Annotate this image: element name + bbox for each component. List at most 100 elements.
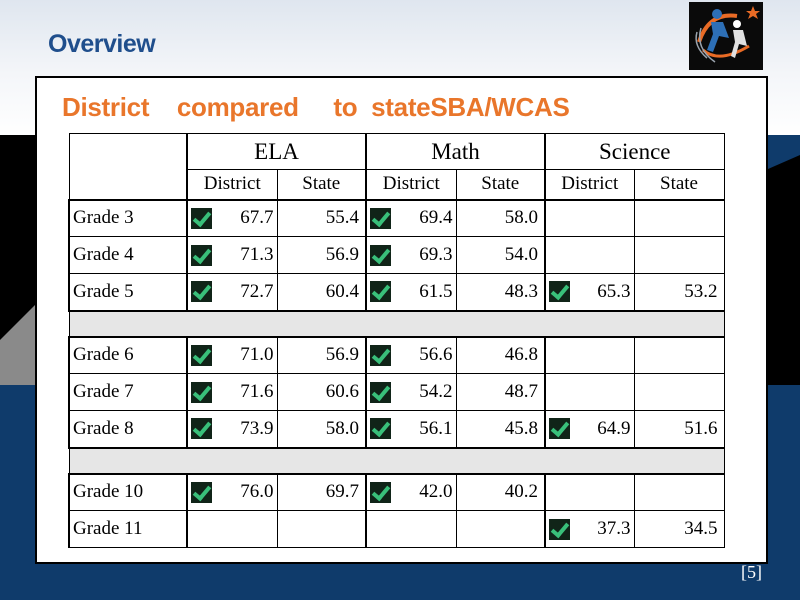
check-icon <box>191 481 212 503</box>
ela-state-value: 56.9 <box>276 335 367 374</box>
table-row: Grade 7 71.6 60.6 54.2 48.7 <box>68 373 725 411</box>
ela-state-value: 60.6 <box>276 373 367 411</box>
grade-label: Grade 8 <box>68 410 188 448</box>
sci-district-cell: 65.3 <box>544 273 635 311</box>
check-icon <box>549 518 570 540</box>
ela-district-cell: 72.7 <box>186 273 278 311</box>
math-state-value: 58.0 <box>455 198 546 237</box>
math-district-value: 61.5 <box>419 280 453 302</box>
ela-district-value: 76.0 <box>240 481 274 503</box>
ela-state-value: 58.0 <box>276 410 367 448</box>
math-district-cell: 56.1 <box>365 410 457 448</box>
check-icon <box>370 344 391 366</box>
column-header-district: District <box>544 169 635 200</box>
table-row: Grade 4 71.3 56.9 69.3 54.0 <box>68 236 725 274</box>
math-district-cell: 61.5 <box>365 273 457 311</box>
sci-district-cell <box>544 335 635 374</box>
check-icon <box>549 418 570 440</box>
separator-cell <box>68 309 725 338</box>
check-icon <box>191 344 212 366</box>
sci-district-value: 64.9 <box>597 417 631 439</box>
math-state-value: 45.8 <box>455 410 546 448</box>
check-icon <box>191 244 212 266</box>
ela-district-value: 67.7 <box>240 207 274 229</box>
ela-district-value: 71.3 <box>240 244 274 265</box>
ela-district-cell: 67.7 <box>186 198 278 237</box>
panel-heading: District compared to stateSBA/WCAS <box>62 92 570 122</box>
sci-state-value <box>633 236 725 274</box>
ela-district-cell: 71.3 <box>186 236 278 274</box>
math-district-value: 69.4 <box>419 207 453 229</box>
math-state-value: 46.8 <box>455 335 546 374</box>
table-row: Grade 5 72.7 60.4 61.5 48.3 65.3 53.2 <box>68 273 725 311</box>
sci-state-value <box>633 472 725 511</box>
ela-district-cell <box>186 510 278 548</box>
ela-district-value: 71.0 <box>240 344 274 366</box>
math-district-value: 54.2 <box>419 381 453 402</box>
sci-state-value: 51.6 <box>633 410 725 448</box>
sci-state-value <box>633 198 725 237</box>
table-row: Grade 8 73.9 58.0 56.1 45.8 64.9 51.6 <box>68 410 725 448</box>
column-header-state: State <box>633 169 725 200</box>
check-icon <box>191 207 212 229</box>
math-district-cell: 56.6 <box>365 335 457 374</box>
math-district-value: 42.0 <box>419 481 453 503</box>
page-number: [5] <box>741 562 762 582</box>
ela-state-value: 69.7 <box>276 472 367 511</box>
district-logo-icon <box>689 2 763 70</box>
check-icon <box>191 281 212 303</box>
sci-district-cell: 64.9 <box>544 410 635 448</box>
check-icon <box>370 418 391 440</box>
ela-district-cell: 71.0 <box>186 335 278 374</box>
ela-district-value: 71.6 <box>240 381 274 402</box>
grade-label: Grade 4 <box>68 236 188 274</box>
sci-district-cell <box>544 198 635 237</box>
sci-district-cell <box>544 472 635 511</box>
sci-district-cell <box>544 373 635 411</box>
grade-label: Grade 5 <box>68 273 188 311</box>
math-district-cell: 42.0 <box>365 472 457 511</box>
sci-state-value: 34.5 <box>633 510 725 548</box>
math-district-cell <box>365 510 457 548</box>
table-row: Grade 11 37.3 34.5 <box>68 510 725 548</box>
math-state-value: 54.0 <box>455 236 546 274</box>
math-state-value: 48.7 <box>455 373 546 411</box>
grade-label: Grade 6 <box>68 335 188 374</box>
ela-state-value: 56.9 <box>276 236 367 274</box>
math-state-value: 48.3 <box>455 273 546 311</box>
ela-district-value: 72.7 <box>240 280 274 302</box>
table-row: Grade 10 76.0 69.7 42.0 40.2 <box>68 472 725 511</box>
sci-district-value: 65.3 <box>597 280 631 302</box>
ela-state-value: 60.4 <box>276 273 367 311</box>
check-icon <box>370 481 391 503</box>
ela-district-cell: 73.9 <box>186 410 278 448</box>
ela-state-value <box>276 510 367 548</box>
subject-header-math: Math <box>365 133 546 170</box>
ela-district-cell: 76.0 <box>186 472 278 511</box>
check-icon <box>191 418 212 440</box>
math-state-value <box>455 510 546 548</box>
subject-header-ela: ELA <box>186 133 367 170</box>
sci-state-value <box>633 373 725 411</box>
math-district-value: 56.1 <box>419 417 453 439</box>
column-header-district: District <box>186 169 278 200</box>
check-icon <box>370 381 391 403</box>
table-row: Grade 3 67.7 55.4 69.4 58.0 <box>68 198 725 237</box>
check-icon <box>549 281 570 303</box>
background-wedge <box>0 135 800 385</box>
subject-header-science: Science <box>544 133 725 170</box>
sci-state-value <box>633 335 725 374</box>
ela-district-value: 73.9 <box>240 417 274 439</box>
ela-state-value: 55.4 <box>276 198 367 237</box>
math-district-value: 69.3 <box>419 244 453 265</box>
math-district-cell: 54.2 <box>365 373 457 411</box>
math-district-cell: 69.4 <box>365 198 457 237</box>
grade-label: Grade 3 <box>68 198 188 237</box>
slide-title: Overview <box>48 30 156 58</box>
check-icon <box>191 381 212 403</box>
grade-label: Grade 7 <box>68 373 188 411</box>
math-district-value: 56.6 <box>419 344 453 366</box>
sci-district-cell <box>544 236 635 274</box>
score-comparison-table: ELA Math Science District State District… <box>68 133 725 548</box>
separator-row <box>68 446 725 475</box>
